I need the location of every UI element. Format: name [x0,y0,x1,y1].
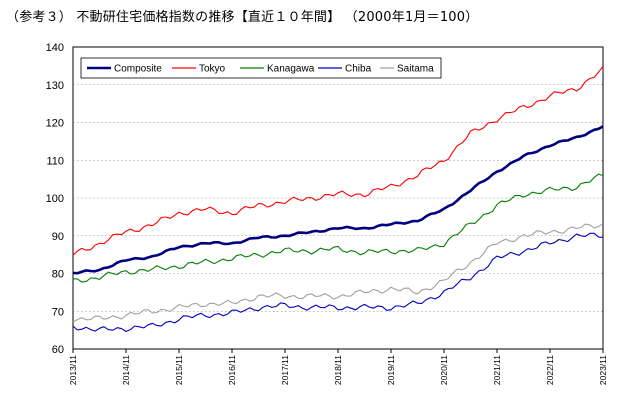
y-tick-label: 120 [46,118,64,130]
x-tick-label: 2014/11 [121,355,131,385]
legend-label-composite: Composite [114,64,162,75]
x-tick-label: 2013/11 [68,355,78,385]
legend-label-tokyo: Tokyo [199,64,226,75]
legend-label-kanagawa: Kanagawa [267,64,315,75]
x-axis: 2013/11 2014/11 2015/11 2016/11 2017/11 2018/… [68,349,608,385]
legend-label-saitama: Saitama [397,64,434,75]
y-tick-label: 60 [52,344,64,356]
series-line-saitama [72,223,604,323]
y-axis: 60 70 80 90 100 110 120 130 140 [46,42,64,356]
x-tick-label: 2015/11 [174,355,184,385]
series-line-chiba [72,232,604,333]
series-line-composite [72,125,604,275]
y-tick-label: 80 [52,269,64,281]
x-tick-label: 2023/11 [598,355,608,385]
x-tick-label: 2017/11 [280,355,290,385]
x-tick-label: 2022/11 [545,355,555,385]
y-tick-label: 100 [46,193,64,205]
grid-layer [72,46,604,350]
y-tick-label: 70 [52,306,64,318]
legend: Composite Tokyo Kanagawa Chiba Saitama [80,57,442,79]
y-tick-label: 110 [46,155,64,167]
x-tick-label: 2021/11 [492,355,502,385]
y-tick-label: 130 [46,80,64,92]
x-tick-label: 2018/11 [333,355,343,385]
x-tick-label: 2019/11 [386,355,396,385]
series-line-kanagawa [73,173,604,283]
chart-title: （参考３） 不動研住宅価格指数の推移【直近１０年間】 （2000年1月＝100） [6,10,479,25]
y-tick-label: 90 [52,231,64,243]
legend-label-chiba: Chiba [345,64,372,75]
series-layer [72,65,604,333]
x-tick-label: 2016/11 [227,355,237,385]
x-tick-label: 2020/11 [439,355,449,385]
series-line-tokyo [72,65,604,256]
y-tick-label: 140 [46,42,64,54]
